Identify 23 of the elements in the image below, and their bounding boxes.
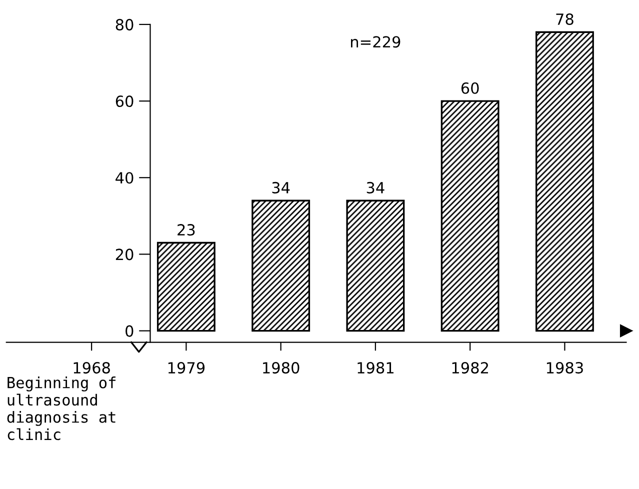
bar [252,200,310,332]
y-tick-label: 80 [116,18,134,30]
y-tick-label: 40 [116,172,134,184]
x-tick-label: 1983 [546,362,583,374]
text: Beginning of ultrasound diagnosis at clinic [7,376,116,440]
y-tick-label: 60 [116,96,134,108]
y-tick-label: 20 [116,248,134,260]
bar [346,200,405,332]
bar [156,242,216,332]
annotation: n=229 [351,36,400,48]
x-tick-label: 1982 [452,362,488,374]
data-label: 23 [178,224,195,236]
y-tick-label: 0 [126,325,134,337]
data-label: 60 [461,82,479,94]
data-label: 34 [366,182,384,194]
x-tick-label: 1980 [263,362,300,374]
bar [535,31,594,332]
bar [440,100,500,332]
x-tick-label: 1981 [358,362,394,374]
data-label: 78 [556,13,574,25]
x-tick-label: 1979 [168,362,205,374]
x-tick-label: 1968 [74,362,110,374]
data-label: 34 [272,182,290,194]
